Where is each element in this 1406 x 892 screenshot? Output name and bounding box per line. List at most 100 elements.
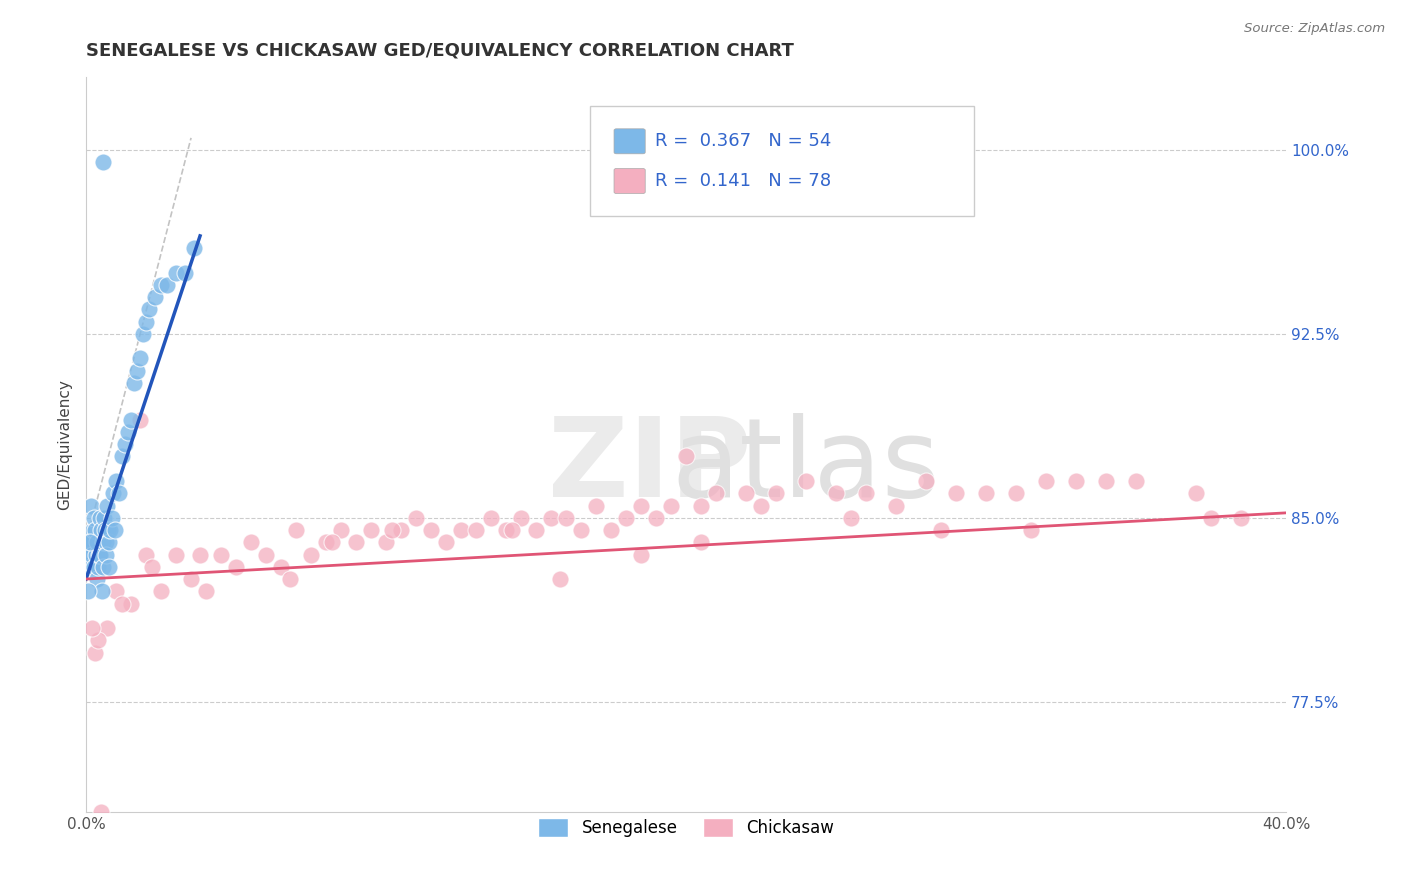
Text: SENEGALESE VS CHICKASAW GED/EQUIVALENCY CORRELATION CHART: SENEGALESE VS CHICKASAW GED/EQUIVALENCY … [86,42,794,60]
Point [90,584,112,599]
Point [165,548,187,562]
Point [524,523,547,537]
Text: R =  0.367   N = 54: R = 0.367 N = 54 [655,132,831,150]
Point [479,510,502,524]
Point [420,523,443,537]
Text: ZIP: ZIP [548,413,752,520]
Point [915,474,938,488]
Point [690,499,713,513]
Point [111,597,134,611]
Point [270,559,292,574]
Point [100,510,122,524]
Point [86,535,108,549]
Point [105,474,128,488]
Point [510,510,533,524]
Point [79,535,101,549]
Point [97,535,120,549]
Point [93,523,115,537]
Point [1005,486,1028,500]
Point [96,548,118,562]
Point [150,584,173,599]
Point [101,486,124,500]
FancyBboxPatch shape [614,128,645,153]
Point [1230,510,1253,524]
Text: R =  0.141   N = 78: R = 0.141 N = 78 [655,172,831,190]
Point [794,474,817,488]
Point [141,559,163,574]
Point [138,302,160,317]
Point [83,510,105,524]
Point [1199,510,1222,524]
Point [80,535,103,549]
Point [839,510,862,524]
Point [132,326,155,341]
Point [96,499,118,513]
Point [209,548,232,562]
Point [97,523,120,537]
Point [77,584,100,599]
Point [82,523,104,537]
Point [765,486,787,500]
Point [735,486,758,500]
Point [585,499,607,513]
Point [299,548,322,562]
Point [555,510,578,524]
Point [254,548,277,562]
Point [114,437,136,451]
Point [129,413,152,427]
Point [389,523,412,537]
Point [749,499,772,513]
Point [375,535,398,549]
Point [156,277,179,292]
Point [86,572,108,586]
Point [1125,474,1147,488]
Point [434,535,457,549]
Point [79,499,101,513]
Legend: Senegalese, Chickasaw: Senegalese, Chickasaw [531,812,841,844]
Point [94,535,117,549]
Point [103,523,125,537]
Point [569,523,592,537]
Point [884,499,907,513]
Point [87,633,110,648]
Point [344,535,367,549]
Point [321,535,343,549]
Point [80,548,103,562]
Point [105,584,128,599]
Point [278,572,301,586]
Point [150,277,173,292]
Point [614,510,637,524]
Point [84,523,107,537]
Point [129,351,152,366]
Point [165,266,187,280]
Point [180,572,202,586]
Point [675,450,697,464]
Point [122,376,145,390]
Point [315,535,337,549]
Point [1064,474,1087,488]
Point [89,510,111,524]
Point [77,548,100,562]
Text: Source: ZipAtlas.com: Source: ZipAtlas.com [1244,22,1385,36]
Point [659,499,682,513]
Point [825,486,848,500]
Point [548,572,571,586]
Point [96,621,118,635]
Point [381,523,404,537]
Point [630,548,652,562]
Point [120,597,142,611]
Point [501,523,523,537]
Point [117,425,139,439]
Point [98,559,121,574]
Point [80,621,103,635]
Point [84,646,107,660]
Point [285,523,308,537]
Point [84,548,107,562]
Point [1019,523,1042,537]
Point [93,510,115,524]
Point [120,413,142,427]
Point [87,548,110,562]
Point [91,559,114,574]
Point [143,290,166,304]
Point [111,450,134,464]
